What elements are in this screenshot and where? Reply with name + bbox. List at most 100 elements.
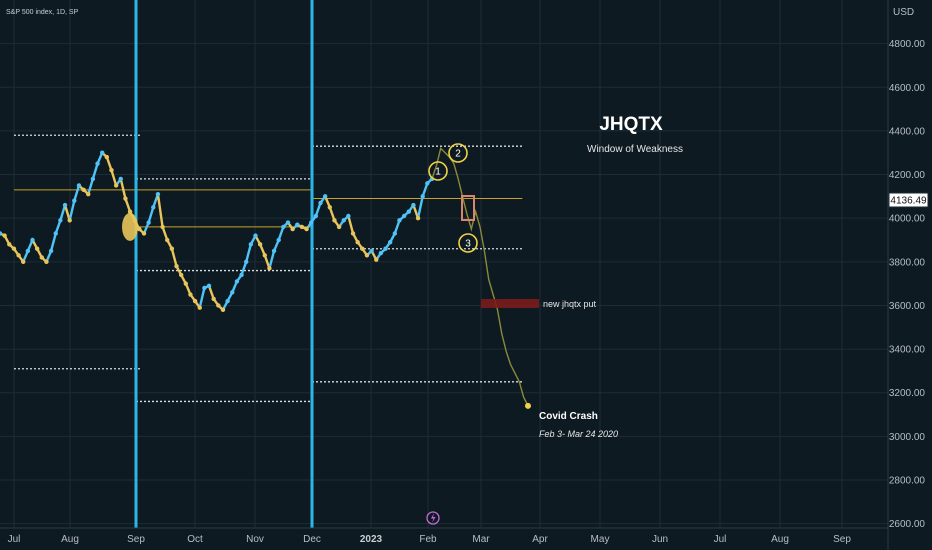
price-point bbox=[262, 253, 267, 258]
price-segment bbox=[277, 225, 285, 242]
projection-line bbox=[431, 147, 529, 407]
price-point bbox=[341, 218, 346, 223]
price-segment bbox=[412, 203, 420, 220]
price-point bbox=[123, 196, 128, 201]
price-point bbox=[146, 220, 151, 225]
price-point bbox=[197, 305, 202, 310]
price-point bbox=[7, 242, 12, 247]
price-point bbox=[0, 231, 3, 236]
price-point bbox=[165, 237, 170, 243]
price-segment bbox=[87, 177, 95, 196]
currency-label: USD bbox=[893, 7, 914, 18]
price-point bbox=[360, 246, 365, 251]
y-tick-3000: 3000.00 bbox=[889, 432, 926, 443]
price-segment bbox=[59, 203, 67, 222]
y-tick-4400: 4400.00 bbox=[889, 126, 926, 137]
price-point bbox=[336, 224, 342, 230]
price-point bbox=[322, 194, 328, 199]
price-point bbox=[72, 198, 77, 203]
y-axis[interactable]: 2600.00 2800.00 3000.00 3200.00 3400.00 3600.… bbox=[887, 0, 926, 550]
price-point bbox=[211, 296, 216, 302]
price-point bbox=[355, 239, 360, 245]
price-point bbox=[188, 292, 193, 297]
price-point bbox=[248, 242, 254, 247]
price-point bbox=[225, 298, 230, 304]
price-point bbox=[271, 248, 277, 254]
price-point bbox=[202, 285, 207, 291]
price-segment bbox=[263, 254, 271, 270]
price-point bbox=[425, 181, 430, 186]
x-tick-12: Jul bbox=[714, 534, 727, 545]
price-point bbox=[76, 183, 82, 188]
vertical-markers bbox=[134, 0, 314, 528]
price-point bbox=[109, 167, 114, 173]
price-segment bbox=[91, 162, 99, 181]
price-segment bbox=[124, 197, 132, 213]
price-point bbox=[62, 202, 68, 208]
price-series bbox=[0, 150, 435, 313]
price-point bbox=[95, 161, 100, 166]
price-segment bbox=[207, 284, 215, 301]
y-tick-4800: 4800.00 bbox=[889, 39, 926, 50]
price-segment bbox=[161, 225, 169, 242]
price-point bbox=[364, 253, 370, 258]
price-point bbox=[169, 246, 175, 251]
price-point bbox=[178, 272, 184, 278]
price-segment bbox=[110, 168, 118, 187]
x-tick-4: Nov bbox=[246, 534, 264, 545]
price-segment bbox=[240, 260, 248, 277]
target-box bbox=[461, 195, 475, 221]
x-tick-14: Sep bbox=[833, 534, 851, 545]
price-point bbox=[383, 246, 388, 251]
price-point bbox=[290, 226, 295, 232]
marker-circle-1 bbox=[428, 161, 448, 181]
marker-label-1: 1 bbox=[435, 167, 441, 178]
price-point bbox=[346, 213, 351, 219]
put-label: new jhqtx put bbox=[543, 299, 597, 309]
price-point bbox=[155, 191, 161, 197]
symbol-legend: S&P 500 index, 1D, SP bbox=[6, 9, 79, 16]
price-point bbox=[406, 209, 411, 214]
price-point bbox=[415, 215, 421, 221]
y-tick-2800: 2800.00 bbox=[889, 476, 926, 487]
price-point bbox=[104, 154, 110, 160]
price-segment bbox=[105, 155, 113, 172]
price-point bbox=[387, 239, 393, 245]
price-segment bbox=[170, 247, 178, 268]
marker-label-2: 2 bbox=[455, 149, 461, 160]
price-point bbox=[327, 205, 333, 210]
price-point bbox=[44, 259, 49, 265]
price-segment bbox=[244, 243, 253, 264]
price-point bbox=[332, 218, 337, 223]
marker-circle-2 bbox=[448, 143, 468, 163]
price-point bbox=[397, 218, 402, 223]
x-tick-3: Oct bbox=[187, 534, 203, 545]
price-point bbox=[99, 150, 105, 155]
crash-dates: Feb 3- Mar 24 2020 bbox=[539, 429, 618, 439]
last-price-tag: 4136.49 bbox=[888, 192, 929, 208]
price-point bbox=[48, 248, 54, 254]
x-axis[interactable]: Jul Aug Sep Oct Nov Dec 2023 Feb Mar Apr May Jun Jul… bbox=[0, 527, 888, 545]
price-point bbox=[281, 224, 286, 230]
x-tick-10: May bbox=[591, 534, 610, 545]
x-tick-9: Apr bbox=[532, 534, 548, 545]
x-tick-0: Jul bbox=[8, 534, 21, 545]
price-segment bbox=[347, 214, 355, 235]
marker-circle-3 bbox=[458, 233, 478, 253]
chart-title: JHQTX bbox=[599, 114, 663, 135]
price-point bbox=[411, 202, 416, 208]
lightning-bolt-icon bbox=[431, 513, 436, 523]
y-tick-3600: 3600.00 bbox=[889, 301, 926, 312]
x-tick-2: Sep bbox=[127, 534, 145, 545]
price-point bbox=[2, 233, 7, 238]
projection-end-point bbox=[525, 402, 531, 409]
price-segment bbox=[416, 195, 424, 220]
x-tick-13: Aug bbox=[771, 534, 789, 545]
price-segment bbox=[54, 219, 62, 235]
price-point bbox=[267, 266, 272, 271]
price-point bbox=[192, 298, 198, 304]
price-segment bbox=[156, 192, 164, 229]
price-point bbox=[11, 246, 17, 251]
